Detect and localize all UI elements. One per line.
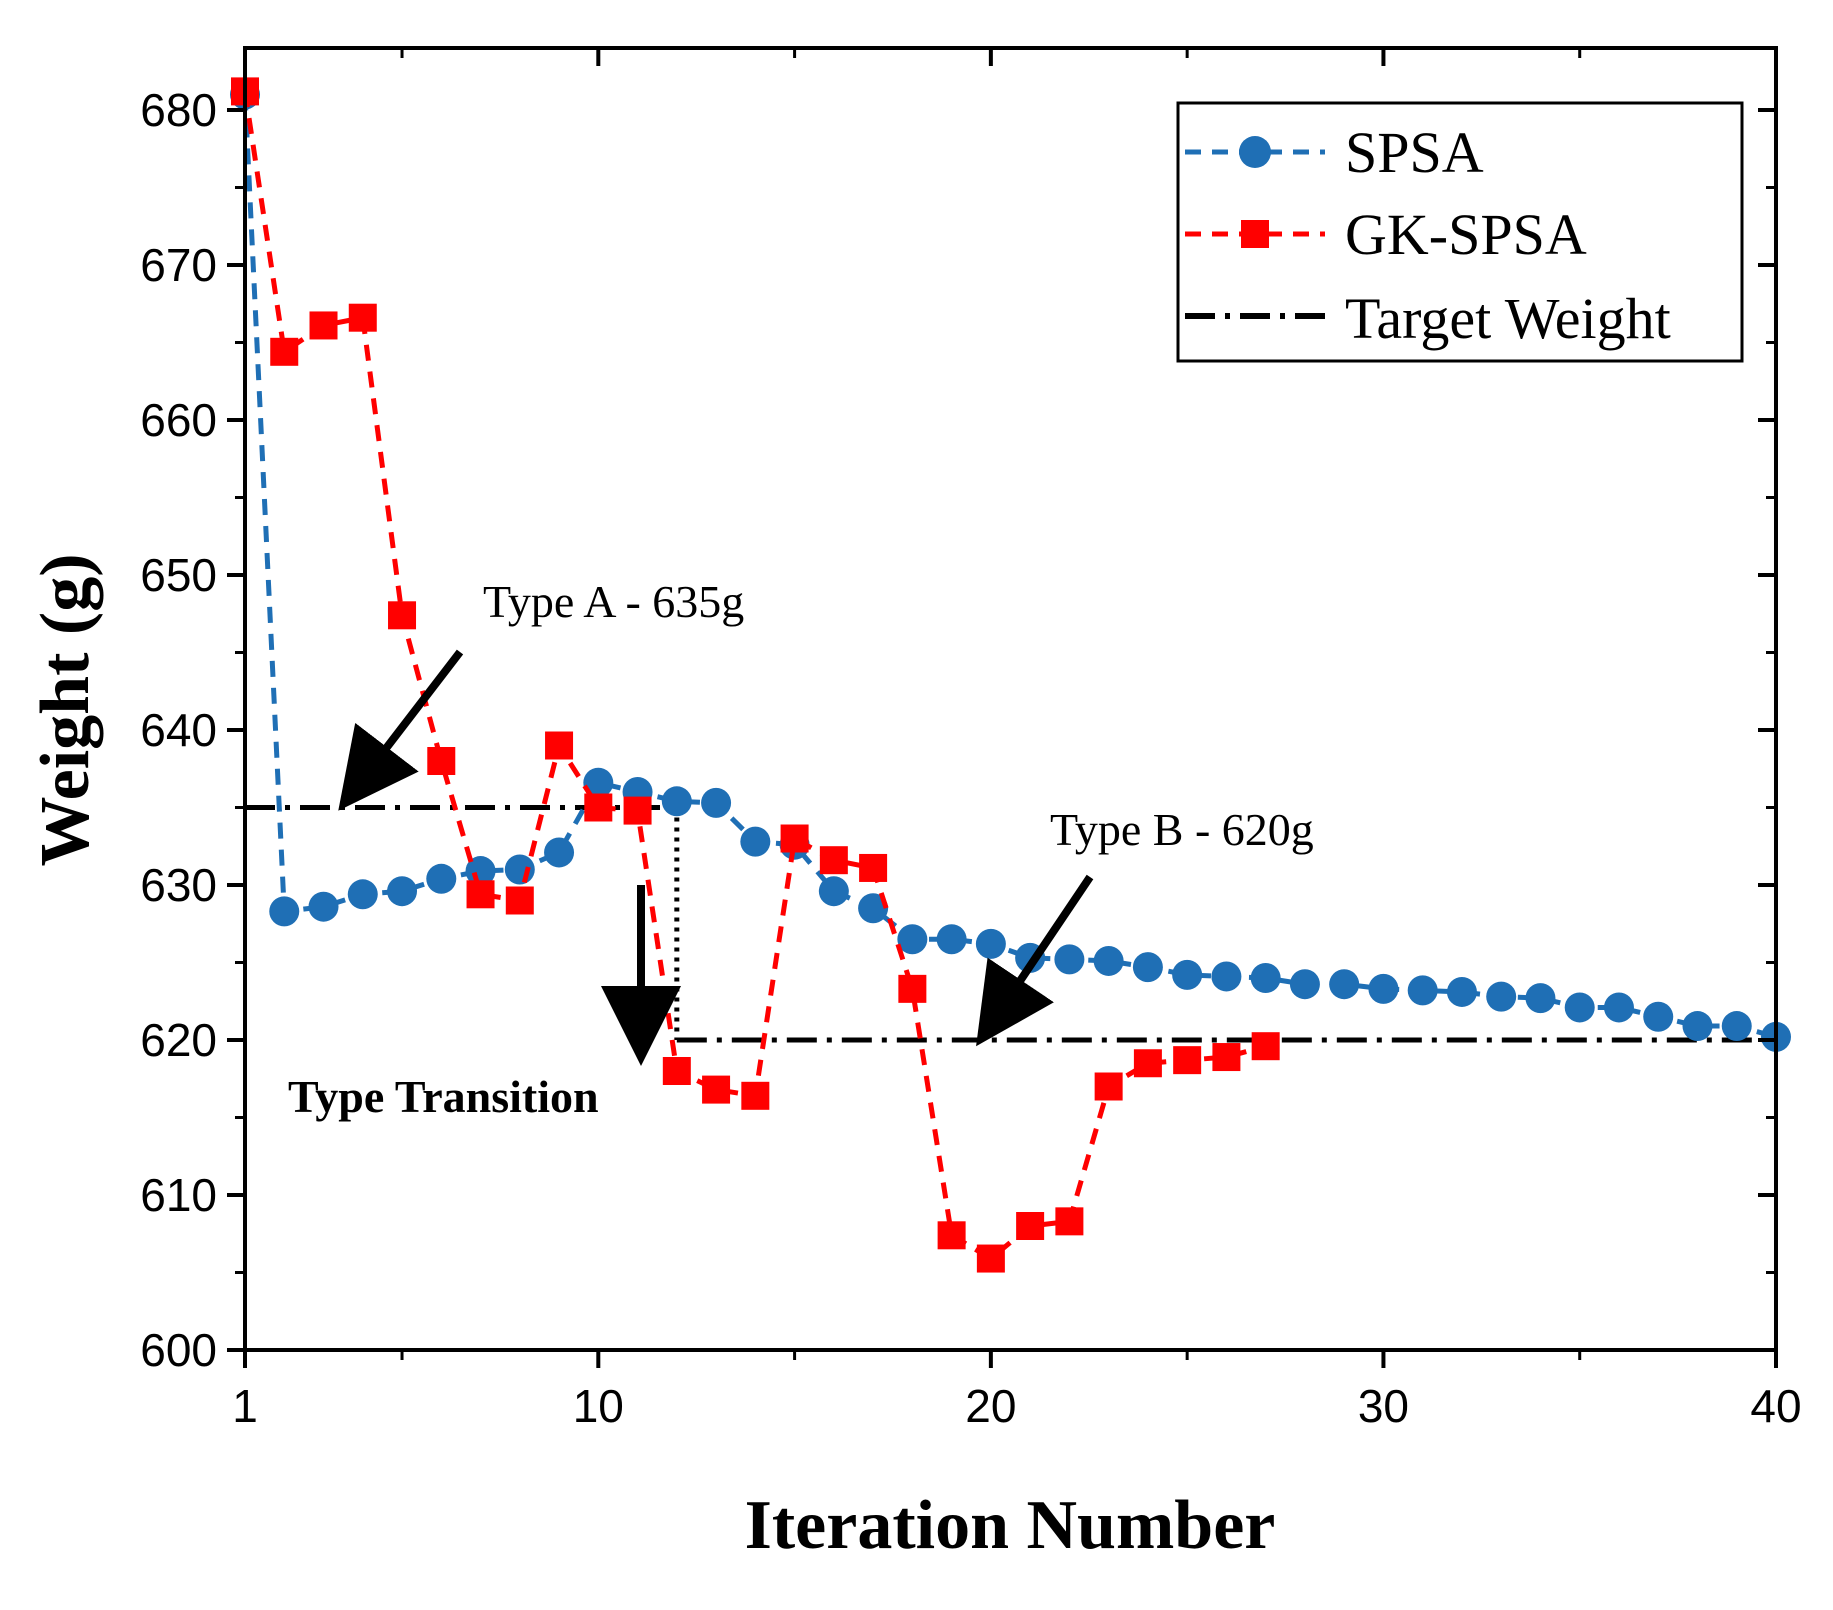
data-point-spsa bbox=[269, 896, 300, 927]
data-point-spsa bbox=[936, 924, 967, 955]
x-axis-title: Iteration Number bbox=[745, 1487, 1276, 1564]
data-point-spsa bbox=[858, 893, 889, 924]
data-point-spsa bbox=[1603, 992, 1634, 1023]
data-point-spsa bbox=[1564, 992, 1595, 1023]
data-point-gk-spsa bbox=[819, 846, 848, 875]
data-point-spsa bbox=[1407, 975, 1438, 1006]
data-point-spsa bbox=[583, 767, 614, 798]
data-point-spsa bbox=[1250, 963, 1281, 993]
x-tick-label: 1 bbox=[232, 1380, 258, 1432]
legend-label-gk-spsa: GK-SPSA bbox=[1345, 202, 1587, 267]
data-point-spsa bbox=[661, 786, 692, 817]
data-point-spsa bbox=[544, 837, 575, 868]
data-point-spsa bbox=[465, 856, 496, 887]
data-point-spsa bbox=[1093, 945, 1124, 976]
data-point-gk-spsa bbox=[1251, 1032, 1280, 1061]
data-point-gk-spsa bbox=[466, 880, 495, 909]
data-point-spsa bbox=[308, 891, 339, 922]
data-point-gk-spsa bbox=[702, 1075, 731, 1104]
data-point-spsa bbox=[347, 879, 378, 910]
data-point-spsa bbox=[1721, 1011, 1752, 1042]
y-tick-label: 630 bbox=[140, 859, 217, 911]
y-tick-label: 620 bbox=[140, 1014, 217, 1066]
data-point-gk-spsa bbox=[741, 1081, 770, 1110]
data-point-gk-spsa bbox=[1212, 1043, 1241, 1072]
arrow-type-b bbox=[976, 874, 1094, 1047]
data-point-spsa bbox=[818, 876, 849, 907]
data-point-gk-spsa bbox=[309, 311, 338, 340]
data-point-spsa bbox=[1643, 1001, 1674, 1032]
data-point-spsa bbox=[740, 826, 771, 857]
data-point-gk-spsa bbox=[1016, 1212, 1045, 1240]
annotation-type-b: Type B - 620g bbox=[1050, 804, 1314, 855]
data-point-spsa bbox=[1132, 952, 1163, 983]
annotation-type-a: Type A - 635g bbox=[483, 576, 744, 627]
y-tick-label: 670 bbox=[140, 239, 217, 291]
data-point-gk-spsa bbox=[584, 793, 613, 822]
y-tick-label: 600 bbox=[140, 1324, 217, 1376]
y-tick-label: 610 bbox=[140, 1169, 217, 1221]
y-tick-label: 640 bbox=[140, 704, 217, 756]
annotation-type-transition: Type Transition bbox=[288, 1071, 599, 1122]
data-point-spsa bbox=[1446, 976, 1477, 1007]
y-tick-label: 660 bbox=[140, 394, 217, 446]
data-point-spsa bbox=[1172, 959, 1203, 990]
legend: SPSA GK-SPSA Target Weight bbox=[1176, 101, 1744, 363]
data-point-gk-spsa bbox=[1173, 1046, 1202, 1075]
data-point-gk-spsa bbox=[780, 824, 809, 853]
data-point-spsa bbox=[975, 928, 1006, 959]
data-point-spsa bbox=[1329, 969, 1360, 1000]
data-point-gk-spsa bbox=[545, 731, 574, 760]
data-point-gk-spsa bbox=[388, 601, 417, 630]
plot-frame bbox=[243, 46, 1778, 1352]
data-point-gk-spsa bbox=[859, 853, 888, 882]
legend-label-spsa: SPSA bbox=[1345, 120, 1484, 185]
data-point-spsa bbox=[1525, 983, 1556, 1014]
data-point-gk-spsa bbox=[427, 747, 456, 775]
legend-marker-spsa bbox=[1239, 136, 1271, 168]
data-point-spsa bbox=[504, 854, 535, 885]
legend-label-target: Target Weight bbox=[1345, 286, 1671, 351]
data-point-gk-spsa bbox=[1133, 1049, 1162, 1078]
data-point-gk-spsa bbox=[662, 1057, 691, 1085]
legend-marker-gk-spsa bbox=[1241, 220, 1269, 248]
data-point-spsa bbox=[897, 924, 928, 955]
data-point-gk-spsa bbox=[505, 886, 534, 915]
data-point-spsa bbox=[1368, 973, 1399, 1004]
data-point-spsa bbox=[701, 787, 732, 818]
data-point-spsa bbox=[1486, 981, 1517, 1012]
data-point-gk-spsa bbox=[976, 1244, 1005, 1273]
data-point-spsa bbox=[1682, 1011, 1713, 1042]
data-point-gk-spsa bbox=[1055, 1207, 1084, 1236]
data-point-spsa bbox=[1289, 969, 1320, 1000]
series-line-spsa bbox=[242, 94, 1777, 1040]
data-point-spsa bbox=[387, 876, 418, 907]
x-tick-label: 20 bbox=[965, 1380, 1016, 1432]
x-tick-label: 10 bbox=[573, 1380, 624, 1432]
data-point-spsa bbox=[1211, 961, 1242, 992]
data-point-gk-spsa bbox=[623, 796, 652, 825]
data-point-gk-spsa bbox=[898, 974, 927, 1003]
x-tick-label: 30 bbox=[1358, 1380, 1409, 1432]
y-tick-label: 680 bbox=[140, 84, 217, 136]
data-point-gk-spsa bbox=[348, 303, 377, 332]
annotations: Type A - 635g Type B - 620g Type Transit… bbox=[288, 576, 1314, 1122]
data-point-spsa bbox=[426, 863, 457, 894]
data-point-gk-spsa bbox=[270, 337, 299, 366]
arrow-type-a bbox=[338, 649, 464, 811]
y-axis-title: Weight (g) bbox=[27, 553, 104, 866]
x-tick-label: 40 bbox=[1750, 1380, 1801, 1432]
data-point-gk-spsa bbox=[937, 1221, 966, 1250]
y-tick-label: 650 bbox=[140, 549, 217, 601]
data-point-gk-spsa bbox=[1094, 1072, 1123, 1101]
data-point-spsa bbox=[1054, 944, 1085, 975]
